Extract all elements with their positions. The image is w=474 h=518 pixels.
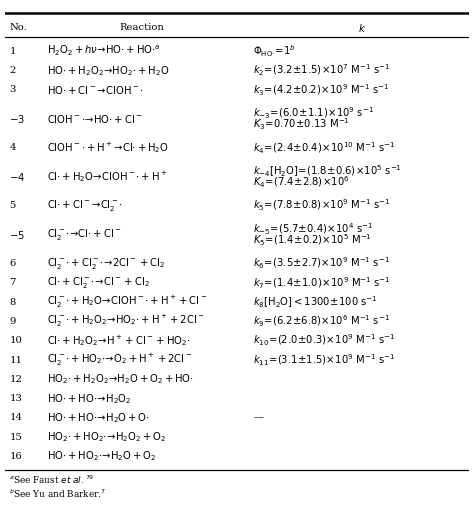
Text: $k_9\!=\!(6.2\!\pm\!6.8)\!\times\!10^6\ \mathrm{M^{-1}\ s^{-1}}$: $k_9\!=\!(6.2\!\pm\!6.8)\!\times\!10^6\ … xyxy=(253,314,390,329)
Text: $k_6\!=\!(3.5\!\pm\!2.7)\!\times\!10^9\ \mathrm{M^{-1}\ s^{-1}}$: $k_6\!=\!(3.5\!\pm\!2.7)\!\times\!10^9\ … xyxy=(253,256,390,271)
Text: 12: 12 xyxy=(9,375,22,384)
Text: $-3$: $-3$ xyxy=(9,113,25,125)
Text: $k_7\!=\!(1.4\!\pm\!1.0)\!\times\!10^9\ \mathrm{M^{-1}\ s^{-1}}$: $k_7\!=\!(1.4\!\pm\!1.0)\!\times\!10^9\ … xyxy=(253,275,391,291)
Text: 7: 7 xyxy=(9,278,16,287)
Text: $\mathrm{Cl_2^-{\cdot}}+\mathrm{HO_2{\cdot}}\!\rightarrow\!\mathrm{O_2}+\mathrm{: $\mathrm{Cl_2^-{\cdot}}+\mathrm{HO_2{\cd… xyxy=(46,352,191,368)
Text: $\Phi_{\mathrm{HO{\cdot}}}\!=\!1^b$: $\Phi_{\mathrm{HO{\cdot}}}\!=\!1^b$ xyxy=(253,44,296,59)
Text: 5: 5 xyxy=(9,201,16,210)
Text: $\mathrm{Cl{\cdot}}+\mathrm{Cl_2^-{\cdot}}\!\rightarrow\!\mathrm{Cl^-}+\mathrm{C: $\mathrm{Cl{\cdot}}+\mathrm{Cl_2^-{\cdot… xyxy=(46,276,149,291)
Text: $-4$: $-4$ xyxy=(9,171,26,183)
Text: $\mathrm{HO{\cdot}}+\mathrm{HO{\cdot}}\!\rightarrow\!\mathrm{H_2O}+\mathrm{O{\cd: $\mathrm{HO{\cdot}}+\mathrm{HO{\cdot}}\!… xyxy=(46,411,149,425)
Text: $k_8[\mathrm{H_2O}]<1300\!\pm\!100\ \mathrm{s^{-1}}$: $k_8[\mathrm{H_2O}]<1300\!\pm\!100\ \mat… xyxy=(253,294,378,310)
Text: 14: 14 xyxy=(9,413,22,422)
Text: $K_3\!=\!0.70\!\pm\!0.13\ \mathrm{M^{-1}}$: $K_3\!=\!0.70\!\pm\!0.13\ \mathrm{M^{-1}… xyxy=(253,117,350,133)
Text: 15: 15 xyxy=(9,433,22,442)
Text: $\mathrm{HO{\cdot}}+\mathrm{H_2O_2}\!\rightarrow\!\mathrm{HO_2{\cdot}}+\mathrm{H: $\mathrm{HO{\cdot}}+\mathrm{H_2O_2}\!\ri… xyxy=(46,64,169,78)
Text: $k_3\!=\!(4.2\!\pm\!0.2)\!\times\!10^9\ \mathrm{M^{-1}\ s^{-1}}$: $k_3\!=\!(4.2\!\pm\!0.2)\!\times\!10^9\ … xyxy=(253,82,390,98)
Text: Reaction: Reaction xyxy=(119,23,164,32)
Text: 8: 8 xyxy=(9,298,16,307)
Text: $\mathrm{Cl{\cdot}}+\mathrm{Cl^-}\!\rightarrow\!\mathrm{Cl_2^-{\cdot}}$: $\mathrm{Cl{\cdot}}+\mathrm{Cl^-}\!\righ… xyxy=(46,198,122,213)
Text: $\mathrm{HO_2{\cdot}}+\mathrm{H_2O_2}\!\rightarrow\!\mathrm{H_2O}+\mathrm{O_2}+\: $\mathrm{HO_2{\cdot}}+\mathrm{H_2O_2}\!\… xyxy=(46,372,193,386)
Text: $\mathrm{Cl{\cdot}}+\mathrm{H_2O}\!\rightarrow\!\mathrm{ClOH^-{\cdot}}+\mathrm{H: $\mathrm{Cl{\cdot}}+\mathrm{H_2O}\!\righ… xyxy=(46,169,167,184)
Text: $\mathrm{HO{\cdot}}+\mathrm{HO{\cdot}}\!\rightarrow\!\mathrm{H_2O_2}$: $\mathrm{HO{\cdot}}+\mathrm{HO{\cdot}}\!… xyxy=(46,392,131,406)
Text: $\mathrm{Cl_2^-{\cdot}}+\mathrm{Cl_2^-{\cdot}}\!\rightarrow\!2\mathrm{Cl^-}+\mat: $\mathrm{Cl_2^-{\cdot}}+\mathrm{Cl_2^-{\… xyxy=(46,256,164,271)
Text: 2: 2 xyxy=(9,66,16,75)
Text: —: — xyxy=(253,413,263,422)
Text: $\mathrm{HO{\cdot}}+\mathrm{Cl^-}\!\rightarrow\!\mathrm{ClOH^-{\cdot}}$: $\mathrm{HO{\cdot}}+\mathrm{Cl^-}\!\righ… xyxy=(46,84,144,96)
Text: $\mathrm{HO{\cdot}}+\mathrm{HO_2{\cdot}}\!\rightarrow\!\mathrm{H_2O}+\mathrm{O_2: $\mathrm{HO{\cdot}}+\mathrm{HO_2{\cdot}}… xyxy=(46,450,156,464)
Text: $k$: $k$ xyxy=(358,22,366,34)
Text: 11: 11 xyxy=(9,355,22,365)
Text: $^a$See Faust $\mathit{et\ al.}^{79}$: $^a$See Faust $\mathit{et\ al.}^{79}$ xyxy=(9,473,95,486)
Text: $k_4\!=\!(2.4\!\pm\!0.4)\!\times\!10^{10}\ \mathrm{M^{-1}\ s^{-1}}$: $k_4\!=\!(2.4\!\pm\!0.4)\!\times\!10^{10… xyxy=(253,140,395,155)
Text: $\mathrm{ClOH^-{\cdot}}+\mathrm{H^+}\!\rightarrow\!\mathrm{Cl{\cdot}}+\mathrm{H_: $\mathrm{ClOH^-{\cdot}}+\mathrm{H^+}\!\r… xyxy=(46,140,169,155)
Text: $-5$: $-5$ xyxy=(9,228,25,241)
Text: $k_{-3}\!=\!(6.0\!\pm\!1.1)\!\times\!10^9\ \mathrm{s^{-1}}$: $k_{-3}\!=\!(6.0\!\pm\!1.1)\!\times\!10^… xyxy=(253,105,374,121)
Text: $\mathrm{Cl_2^-{\cdot}}+\mathrm{H_2O}\!\rightarrow\!\mathrm{ClOH^-{\cdot}}+\math: $\mathrm{Cl_2^-{\cdot}}+\mathrm{H_2O}\!\… xyxy=(46,294,207,310)
Text: 13: 13 xyxy=(9,394,22,403)
Text: $k_{11}\!=\!(3.1\!\pm\!1.5)\!\times\!10^9\ \mathrm{M^{-1}\ s^{-1}}$: $k_{11}\!=\!(3.1\!\pm\!1.5)\!\times\!10^… xyxy=(253,352,395,368)
Text: $k_{-5}\!=\!(5.7\!\pm\!0.4)\!\times\!10^4\ \mathrm{s^{-1}}$: $k_{-5}\!=\!(5.7\!\pm\!0.4)\!\times\!10^… xyxy=(253,221,374,237)
Text: $K_4\!=\!(7.4\!\pm\!2.8)\!\times\!10^6$: $K_4\!=\!(7.4\!\pm\!2.8)\!\times\!10^6$ xyxy=(253,175,350,190)
Text: No.: No. xyxy=(9,23,27,32)
Text: $\mathrm{Cl_2^-{\cdot}}\!\rightarrow\!\mathrm{Cl{\cdot}}+\mathrm{Cl^-}$: $\mathrm{Cl_2^-{\cdot}}\!\rightarrow\!\m… xyxy=(46,227,121,242)
Text: $\mathrm{Cl_2^-{\cdot}}+\mathrm{H_2O_2}\!\rightarrow\!\mathrm{HO_2{\cdot}}+\math: $\mathrm{Cl_2^-{\cdot}}+\mathrm{H_2O_2}\… xyxy=(46,313,204,329)
Text: $\mathrm{Cl{\cdot}}+\mathrm{H_2O_2}\!\rightarrow\!\mathrm{H^+}+\mathrm{Cl^-}+\ma: $\mathrm{Cl{\cdot}}+\mathrm{H_2O_2}\!\ri… xyxy=(46,333,190,348)
Text: $^b$See Yu and Barker.$^7$: $^b$See Yu and Barker.$^7$ xyxy=(9,488,106,500)
Text: $\mathrm{H_2O_2}+h\nu\!\rightarrow\!\mathrm{HO{\cdot}}+\mathrm{HO{\cdot}}^a$: $\mathrm{H_2O_2}+h\nu\!\rightarrow\!\mat… xyxy=(46,44,160,59)
Text: $\mathrm{ClOH^-{\cdot}}\!\rightarrow\!\mathrm{HO{\cdot}}+\mathrm{Cl^-}$: $\mathrm{ClOH^-{\cdot}}\!\rightarrow\!\m… xyxy=(46,113,142,125)
Text: 6: 6 xyxy=(9,259,16,268)
Text: 4: 4 xyxy=(9,143,16,152)
Text: $k_{10}\!=\!(2.0\!\pm\!0.3)\!\times\!10^9\ \mathrm{M^{-1}\ s^{-1}}$: $k_{10}\!=\!(2.0\!\pm\!0.3)\!\times\!10^… xyxy=(253,333,395,349)
Text: 3: 3 xyxy=(9,85,16,94)
Text: 9: 9 xyxy=(9,317,16,326)
Text: 16: 16 xyxy=(9,452,22,461)
Text: $\mathrm{HO_2{\cdot}}+\mathrm{HO_2{\cdot}}\!\rightarrow\!\mathrm{H_2O_2}+\mathrm: $\mathrm{HO_2{\cdot}}+\mathrm{HO_2{\cdot… xyxy=(46,430,166,444)
Text: $k_{-4}[\mathrm{H_2O}]\!=\!(1.8\!\pm\!0.6)\!\times\!10^5\ \mathrm{s^{-1}}$: $k_{-4}[\mathrm{H_2O}]\!=\!(1.8\!\pm\!0.… xyxy=(253,163,402,179)
Text: $k_2\!=\!(3.2\!\pm\!1.5)\!\times\!10^7\ \mathrm{M^{-1}\ s^{-1}}$: $k_2\!=\!(3.2\!\pm\!1.5)\!\times\!10^7\ … xyxy=(253,63,391,78)
Text: 10: 10 xyxy=(9,336,22,345)
Text: $K_5\!=\!(1.4\!\pm\!0.2)\!\times\!10^5\ \mathrm{M^{-1}}$: $K_5\!=\!(1.4\!\pm\!0.2)\!\times\!10^5\ … xyxy=(253,233,372,248)
Text: 1: 1 xyxy=(9,47,16,56)
Text: $k_5\!=\!(7.8\!\pm\!0.8)\!\times\!10^9\ \mathrm{M^{-1}\ s^{-1}}$: $k_5\!=\!(7.8\!\pm\!0.8)\!\times\!10^9\ … xyxy=(253,198,391,213)
